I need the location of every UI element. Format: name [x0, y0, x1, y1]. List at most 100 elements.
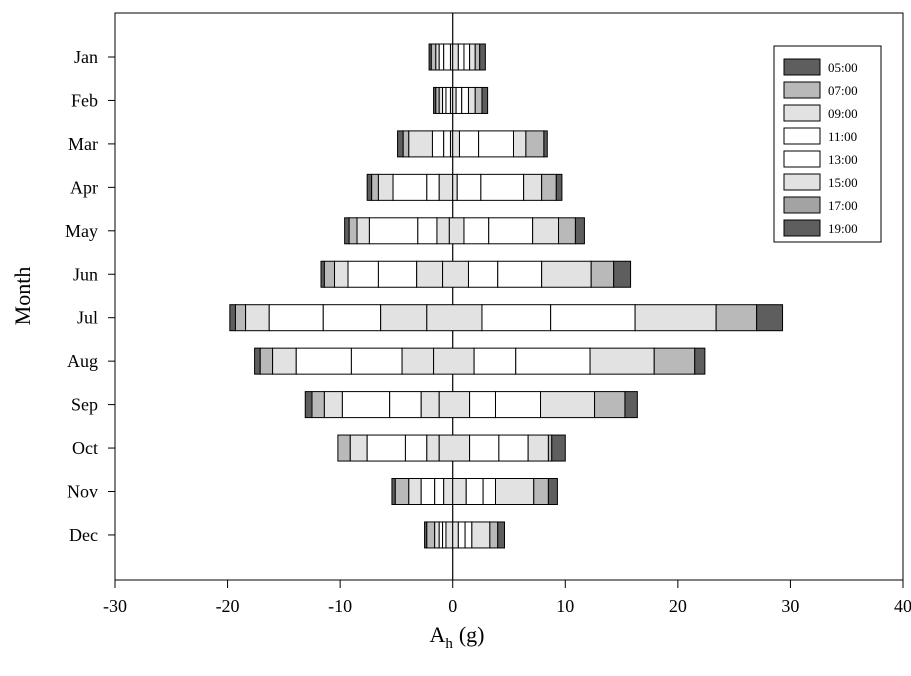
bar-segment: [547, 434, 553, 462]
bar-segment: [348, 217, 358, 245]
bar-segment: [445, 86, 451, 114]
bar-segment: [452, 86, 457, 114]
bar-row-jun: [320, 260, 632, 288]
bar-segment: [442, 521, 447, 549]
legend-label: 19:00: [828, 221, 858, 236]
bar-segment: [311, 391, 325, 419]
x-tick-label: -20: [216, 596, 240, 616]
bar-segment: [322, 304, 382, 332]
bar-segment: [494, 391, 542, 419]
bar-segment: [480, 173, 525, 201]
bar-segment: [438, 521, 444, 549]
bar-segment: [525, 130, 545, 158]
bar-segment: [473, 347, 517, 375]
bar-row-sep: [304, 391, 638, 419]
bar-segment: [498, 434, 529, 462]
bar-segment: [389, 391, 422, 419]
bar-segment: [356, 217, 370, 245]
y-tick-label: Mar: [68, 134, 98, 154]
bar-segment: [479, 43, 486, 71]
bar-segment: [555, 173, 563, 201]
bar-segment: [443, 478, 454, 505]
bar-segment: [715, 304, 758, 332]
bar-segment: [452, 43, 459, 71]
bar-segment: [551, 434, 566, 462]
legend-label: 11:00: [828, 129, 857, 144]
bar-segment: [467, 260, 499, 288]
bar-segment: [452, 130, 460, 158]
bar-segment: [434, 521, 440, 549]
bar-segment: [469, 43, 476, 71]
bar-segment: [408, 478, 422, 505]
bar-segment: [347, 260, 379, 288]
bar-segment: [426, 521, 436, 549]
bar-segment: [426, 173, 440, 201]
bar-segment: [653, 347, 696, 375]
legend-swatch: [783, 173, 821, 191]
bar-segment: [426, 434, 440, 462]
bar-segment: [323, 391, 343, 419]
bar-segment: [304, 391, 313, 419]
bar-segment: [465, 478, 484, 505]
bar-segment: [474, 43, 481, 71]
y-tick-label: Dec: [69, 525, 98, 545]
x-axis-title-subscript: h: [445, 636, 453, 652]
bar-segment: [435, 86, 440, 114]
bar-segment: [541, 260, 592, 288]
bar-segment: [467, 86, 476, 114]
bar-segment: [268, 304, 324, 332]
legend-label: 07:00: [828, 83, 858, 98]
bar-segment: [366, 173, 373, 201]
y-tick-label: May: [65, 221, 98, 241]
bar-segment: [541, 173, 557, 201]
bar-segment: [426, 304, 483, 332]
bar-segment: [368, 217, 419, 245]
bar-segment: [497, 521, 505, 549]
bar-segment: [461, 86, 469, 114]
bar-segment: [547, 478, 558, 505]
bar-segment: [445, 521, 454, 549]
bar-segment: [334, 260, 349, 288]
y-tick-label: Aug: [67, 351, 98, 371]
bar-segment: [474, 86, 483, 114]
legend-swatch: [783, 81, 821, 99]
bar-segment: [457, 43, 465, 71]
bar-segment: [533, 478, 549, 505]
bar-segment: [438, 173, 454, 201]
bar-segment: [458, 130, 480, 158]
bar-segment: [350, 347, 403, 375]
bar-row-dec: [424, 521, 505, 549]
bar-segment: [452, 478, 467, 505]
bar-segment: [371, 173, 379, 201]
y-tick-label: Oct: [72, 438, 98, 458]
bar-segment: [272, 347, 297, 375]
bar-segment: [523, 173, 543, 201]
legend-label: 17:00: [828, 198, 858, 213]
bar-segment: [574, 217, 585, 245]
legend-swatch: [783, 104, 821, 122]
bar-segment: [489, 521, 499, 549]
legend-label: 05:00: [828, 60, 858, 75]
bar-segment: [295, 347, 352, 375]
bar-segment: [589, 347, 655, 375]
bar-segment: [469, 391, 496, 419]
bar-segment: [401, 347, 435, 375]
bar-segment: [442, 260, 469, 288]
bar-segment: [433, 347, 475, 375]
bar-row-jan: [428, 43, 486, 71]
bar-segment: [420, 391, 440, 419]
bar-segment: [438, 391, 471, 419]
bar-segment: [431, 130, 445, 158]
bar-segment: [392, 173, 428, 201]
legend-label: 15:00: [828, 175, 858, 190]
bar-segment: [543, 130, 548, 158]
bar-segment: [448, 217, 465, 245]
bar-segment: [245, 304, 270, 332]
bar-segment: [430, 43, 437, 71]
plot-area-frame: [114, 12, 904, 581]
bar-segment: [337, 434, 351, 462]
bar-segment: [452, 173, 458, 201]
bar-row-aug: [254, 347, 706, 375]
bar-segment: [417, 217, 438, 245]
